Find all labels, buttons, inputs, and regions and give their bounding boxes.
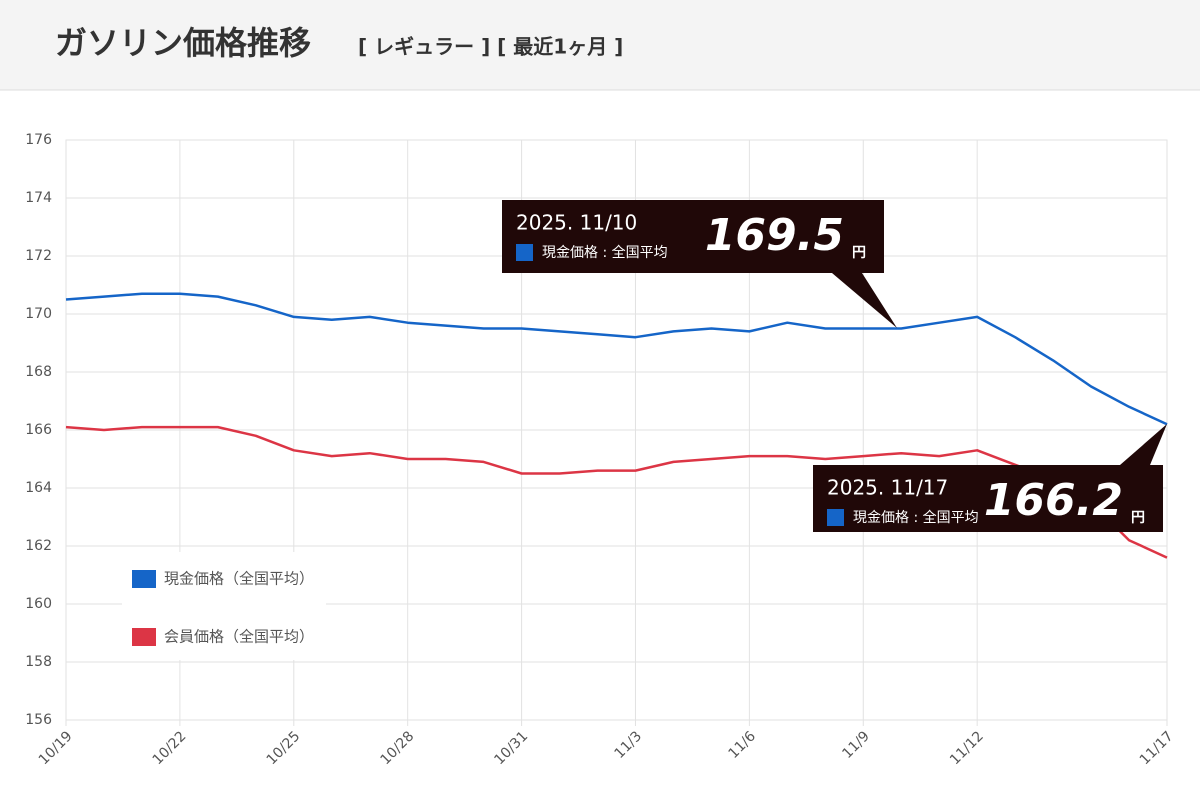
legend-swatch xyxy=(132,628,156,646)
tooltip-arrow xyxy=(1120,424,1167,465)
page-subtitle: [ レギュラー ] [ 最近1ヶ月 ] xyxy=(358,35,623,59)
chart: 156 158 160 162 164 166 168 170 172 174 176 10/19 10… xyxy=(25,132,1176,768)
x-tick-label: 10/31 xyxy=(491,728,531,768)
y-tick-label: 172 xyxy=(25,248,52,264)
legend-label: 現金価格（全国平均） xyxy=(164,570,314,588)
x-tick-label: 11/6 xyxy=(725,728,759,762)
y-tick-label: 166 xyxy=(25,422,52,438)
tooltip-box xyxy=(813,465,1163,532)
x-tick-label: 11/12 xyxy=(947,728,987,768)
page-title: ガソリン価格推移 xyxy=(55,24,311,62)
y-tick-label: 162 xyxy=(25,538,52,554)
y-tick-label: 168 xyxy=(25,364,52,380)
tooltip-arrow xyxy=(832,273,897,328)
tooltip-date: 2025. 11/17 xyxy=(827,476,948,500)
x-tick-label: 10/25 xyxy=(264,728,304,768)
legend-swatch xyxy=(132,570,156,588)
x-tick-label: 11/3 xyxy=(612,728,646,762)
y-tick-label: 170 xyxy=(25,306,52,322)
tooltip-date: 2025. 11/10 xyxy=(516,211,637,235)
x-tick-label: 10/28 xyxy=(377,728,417,768)
tooltip-label: 現金価格 : 全国平均 xyxy=(853,509,979,526)
tooltip-swatch xyxy=(827,509,844,526)
tooltip-swatch xyxy=(516,244,533,261)
tooltip-label: 現金価格 : 全国平均 xyxy=(542,244,668,261)
tooltip-unit: 円 xyxy=(1131,510,1145,526)
tooltip-box xyxy=(502,200,884,273)
x-tick-label: 11/9 xyxy=(839,728,873,762)
series-line xyxy=(65,292,1168,426)
series-line xyxy=(65,425,1168,559)
header-band xyxy=(0,0,1200,90)
y-tick-label: 156 xyxy=(25,712,52,728)
x-tick-label: 10/19 xyxy=(36,728,76,768)
y-tick-label: 176 xyxy=(25,132,52,148)
y-tick-label: 158 xyxy=(25,654,52,670)
tooltip-value: 166.2 xyxy=(984,475,1123,526)
x-tick-label: 11/17 xyxy=(1137,728,1177,768)
tooltip-value: 169.5 xyxy=(705,210,844,261)
y-tick-label: 160 xyxy=(25,596,52,612)
tooltip-unit: 円 xyxy=(852,245,866,261)
x-tick-label: 10/22 xyxy=(150,728,190,768)
y-tick-label: 164 xyxy=(25,480,52,496)
y-tick-label: 174 xyxy=(25,190,52,206)
legend-label: 会員価格（全国平均） xyxy=(164,628,314,646)
